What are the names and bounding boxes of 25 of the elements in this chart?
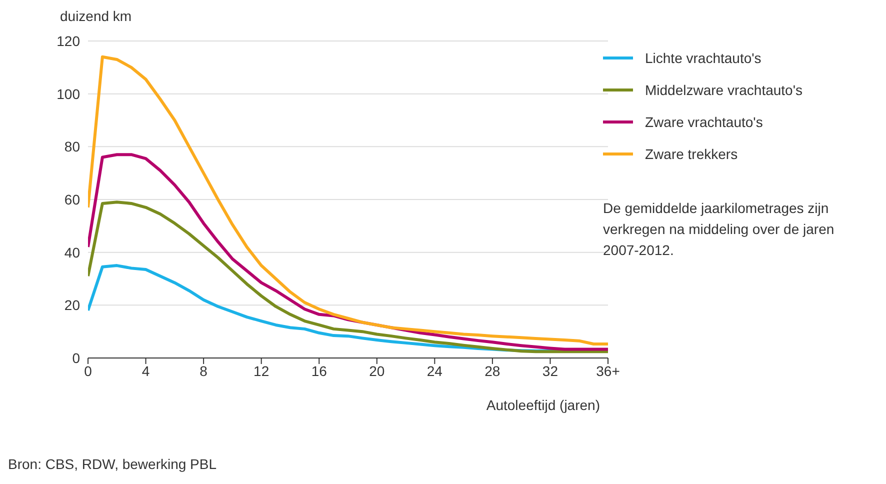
- x-tick-label: 32: [542, 362, 558, 379]
- x-tick-label: 24: [426, 362, 443, 379]
- y-tick-label: 20: [64, 297, 80, 314]
- legend-label: Middelzware vrachtauto's: [645, 82, 803, 98]
- text: Bron: CBS, RDW, bewerking PBL: [8, 456, 217, 472]
- legend-label: Zware vrachtauto's: [645, 114, 763, 130]
- x-tick-label: 16: [311, 362, 328, 379]
- x-tick-label: 36+: [596, 362, 620, 379]
- x-tick-label: 12: [254, 362, 270, 379]
- y-tick-label: 40: [64, 244, 80, 260]
- legend-label: Lichte vrachtauto's: [645, 50, 762, 66]
- x-tick-label: 8: [200, 362, 208, 379]
- x-tick-label: 0: [84, 362, 92, 379]
- x-tick-label: 20: [369, 362, 385, 379]
- y-tick-label: 80: [64, 138, 80, 155]
- y-axis-title: duizend km: [60, 8, 132, 24]
- y-tick-label: 0: [72, 350, 80, 366]
- annotation: De gemiddelde jaarkilometrages zijn verkregen na middeling over de jaren 2007-2012.: [603, 199, 836, 260]
- x-tick-label: 4: [142, 362, 150, 379]
- legend-label: Zware trekkers: [645, 146, 738, 162]
- y-tick-label: 60: [64, 191, 80, 208]
- y-tick-label: 120: [56, 32, 80, 49]
- y-tick-label: 100: [56, 86, 80, 102]
- x-tick-label: 28: [484, 362, 500, 379]
- x-axis-title: Autoleeftijd (jaren): [486, 397, 600, 413]
